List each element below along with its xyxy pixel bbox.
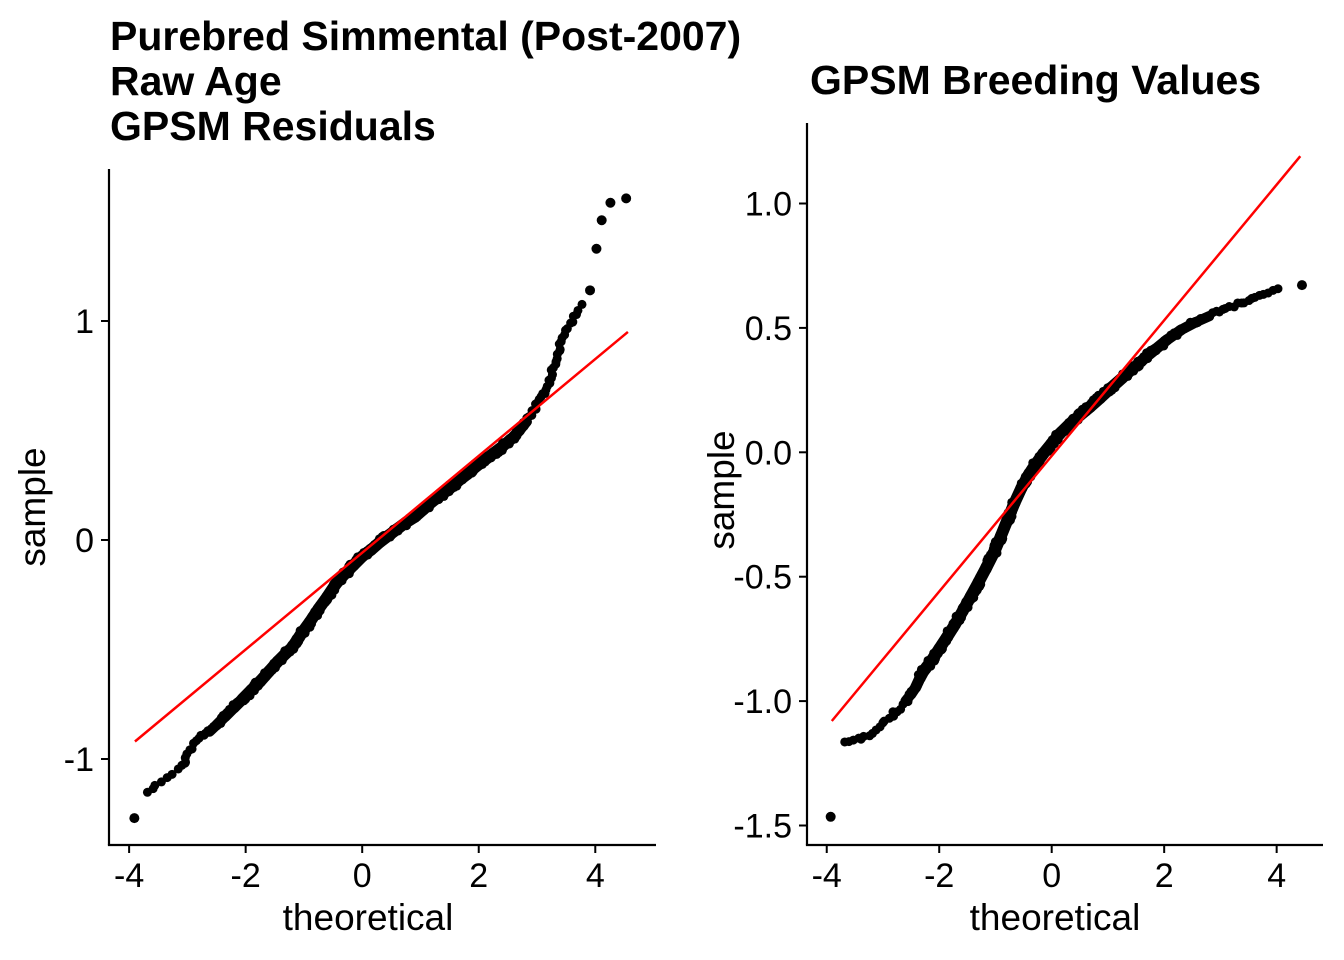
y-tick-label: 0 <box>75 522 94 560</box>
left-x-axis-label: theoretical <box>282 897 454 938</box>
x-tick-label: 2 <box>1155 857 1174 895</box>
x-tick-label: 4 <box>586 857 605 895</box>
x-tick-label: -4 <box>812 857 842 895</box>
qq-outlier-point <box>825 811 836 822</box>
qq-reference-line <box>134 330 629 743</box>
qq-panel-1: -4 -2 0 2 4 1.0 0.5 0.0 -0.5 -1.0 -1.5 <box>733 123 1323 895</box>
y-tick-label: -1.5 <box>733 808 792 846</box>
qq-reference-line <box>830 155 1302 722</box>
left-y-axis-label: sample <box>12 447 53 567</box>
y-tick-label: 0.0 <box>745 434 792 472</box>
qq-panel-0: -4 -2 0 2 4 1 0 -1 <box>64 169 656 895</box>
qq-outlier-point <box>621 193 632 204</box>
qq-point <box>167 769 177 779</box>
y-tick-label: -1.0 <box>733 683 792 721</box>
x-tick-label: 2 <box>469 857 488 895</box>
x-tick-label: 0 <box>1042 857 1061 895</box>
y-tick-label: -1 <box>64 741 94 779</box>
right-x-axis-label: theoretical <box>969 897 1141 938</box>
x-tick-label: -2 <box>231 857 261 895</box>
qq-point <box>1273 284 1283 294</box>
right-y-axis-label: sample <box>701 430 742 550</box>
y-tick-label: -0.5 <box>733 559 792 597</box>
x-tick-label: -4 <box>114 857 144 895</box>
y-tick-label: 0.5 <box>745 310 792 348</box>
qq-outlier-point <box>591 243 602 254</box>
y-tick-label: 1 <box>75 303 94 341</box>
x-tick-label: 0 <box>353 857 372 895</box>
x-tick-label: -2 <box>924 857 954 895</box>
qq-point <box>577 299 587 309</box>
qq-outlier-point <box>605 197 616 208</box>
x-tick-label: 4 <box>1267 857 1286 895</box>
right-plot-title: GPSM Breeding Values <box>810 57 1262 103</box>
qq-outlier-point <box>129 813 140 824</box>
qq-outlier-point <box>585 285 596 296</box>
qq-outlier-point <box>1296 280 1307 291</box>
qq-outlier-point <box>596 215 607 226</box>
left-plot-title: Purebred Simmental (Post-2007) Raw Age G… <box>110 13 742 149</box>
y-tick-label: 1.0 <box>745 186 792 224</box>
